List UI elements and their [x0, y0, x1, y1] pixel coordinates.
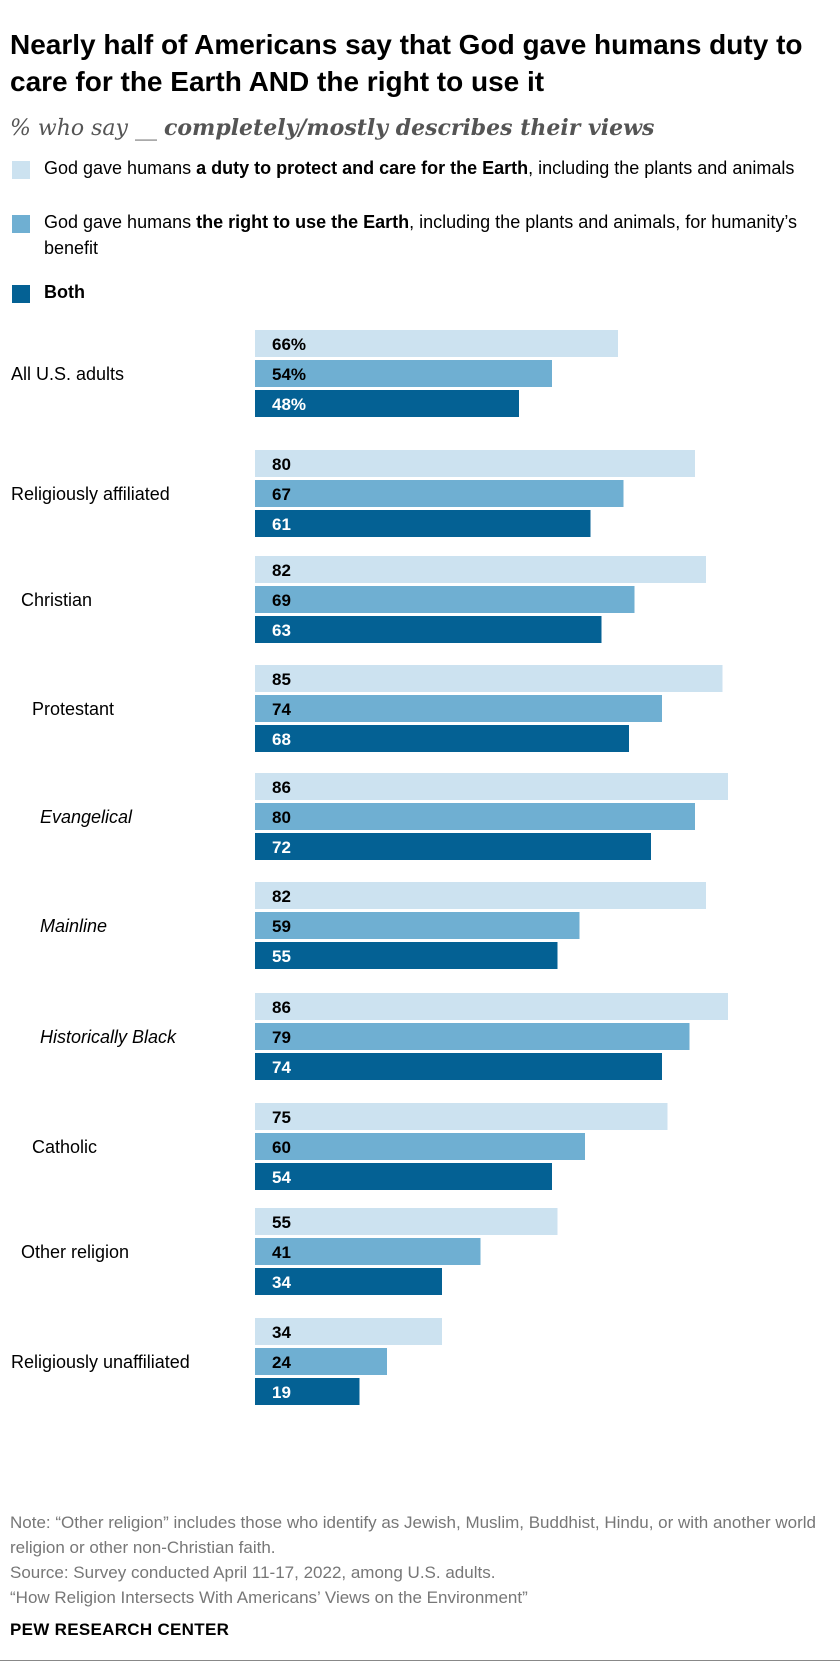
data-label: 72 [272, 838, 291, 857]
bar [255, 1053, 662, 1080]
data-label: 34 [272, 1273, 291, 1292]
bar [255, 586, 635, 613]
data-label: 80 [272, 455, 291, 474]
legend-text-pre: God gave humans [44, 158, 197, 178]
bar [255, 942, 558, 969]
footer: Note: “Other religion” includes those wh… [10, 1510, 820, 1610]
bar [255, 912, 580, 939]
legend-text-bold: a duty to protect and care for the Earth [196, 158, 529, 178]
data-label: 69 [272, 591, 291, 610]
data-label: 60 [272, 1138, 291, 1157]
bar [255, 450, 695, 477]
data-label: 79 [272, 1028, 291, 1047]
data-label: 74 [272, 700, 291, 719]
category-label: All U.S. adults [11, 364, 124, 384]
report-title: “How Religion Intersects With Americans’… [10, 1588, 528, 1607]
data-label: 55 [272, 947, 291, 966]
bar [255, 556, 706, 583]
bar [255, 773, 728, 800]
bar [255, 330, 618, 357]
bar [255, 882, 706, 909]
data-label: 19 [272, 1383, 291, 1402]
pew-logo-text: PEW RESEARCH CENTER [10, 1620, 230, 1639]
bottom-rule [0, 1660, 840, 1661]
category-label: Evangelical [40, 807, 133, 827]
bar [255, 480, 624, 507]
data-label: 48% [272, 395, 306, 414]
bar [255, 1023, 690, 1050]
category-label: Other religion [21, 1242, 129, 1262]
legend-label-right: God gave humans the right to use the Ear… [44, 209, 812, 261]
data-label: 82 [272, 561, 291, 580]
category-label: Mainline [40, 916, 107, 936]
data-label: 86 [272, 778, 291, 797]
legend-text-post: , including the plants and animals, for … [44, 212, 798, 258]
bar [255, 1318, 442, 1345]
data-label: 74 [272, 1058, 291, 1077]
bar [255, 993, 728, 1020]
legend-swatch-right [12, 215, 30, 233]
legend-swatch-both [12, 285, 30, 303]
data-label: 67 [272, 485, 291, 504]
data-label: 34 [272, 1323, 291, 1342]
legend-swatch-duty [12, 161, 30, 179]
bar [255, 1163, 552, 1190]
data-label: 55 [272, 1213, 291, 1232]
data-label: 63 [272, 621, 291, 640]
legend-text-bold: Both [44, 282, 85, 302]
legend-label-duty: God gave humans a duty to protect and ca… [44, 155, 794, 181]
legend-text-pre: God gave humans [44, 212, 197, 232]
data-label: 59 [272, 917, 291, 936]
bar [255, 510, 591, 537]
subtitle-emphasis: completely/mostly describes their views [163, 115, 655, 141]
subtitle-prefix: % who say __ [10, 116, 164, 141]
bar [255, 1103, 668, 1130]
bar [255, 833, 651, 860]
data-label: 80 [272, 808, 291, 827]
bar [255, 803, 695, 830]
category-label: Religiously unaffiliated [11, 1352, 190, 1372]
bar [255, 1133, 585, 1160]
bar [255, 1208, 558, 1235]
data-label: 24 [272, 1353, 291, 1372]
data-label: 66% [272, 335, 306, 354]
legend-item-both: Both [12, 279, 85, 305]
legend-text-bold: the right to use the Earth [196, 212, 410, 232]
data-label: 54% [272, 365, 306, 384]
bar [255, 1378, 360, 1405]
data-label: 61 [272, 515, 291, 534]
bar [255, 695, 662, 722]
legend-item-right: God gave humans the right to use the Ear… [12, 209, 812, 261]
data-label: 82 [272, 887, 291, 906]
bar [255, 1268, 442, 1295]
data-label: 41 [272, 1243, 291, 1262]
category-label: Religiously affiliated [11, 484, 170, 504]
bar [255, 665, 723, 692]
legend-text-post: , including the plants and animals [528, 158, 795, 178]
chart-subtitle: % who say __ completely/mostly describes… [10, 115, 654, 141]
bar [255, 616, 602, 643]
category-label: Christian [21, 590, 92, 610]
bar [255, 1238, 481, 1265]
category-label: Catholic [32, 1137, 97, 1157]
legend-label-both: Both [44, 279, 85, 305]
data-label: 75 [272, 1108, 291, 1127]
legend-item-duty: God gave humans a duty to protect and ca… [12, 155, 794, 181]
category-label: Protestant [32, 699, 114, 719]
source-line: Source: Survey conducted April 11-17, 20… [10, 1563, 496, 1582]
data-label: 86 [272, 998, 291, 1017]
bar-chart: All U.S. adults 66% 54% 48% Religiously affi… [11, 330, 728, 1405]
data-label: 85 [272, 670, 291, 689]
data-label: 54 [272, 1168, 291, 1187]
footnote: Note: “Other religion” includes those wh… [10, 1513, 816, 1557]
bar [255, 360, 552, 387]
data-label: 68 [272, 730, 291, 749]
bar [255, 1348, 387, 1375]
bar [255, 390, 519, 417]
chart-title: Nearly half of Americans say that God ga… [10, 29, 803, 97]
bar [255, 725, 629, 752]
category-label: Historically Black [40, 1027, 177, 1047]
